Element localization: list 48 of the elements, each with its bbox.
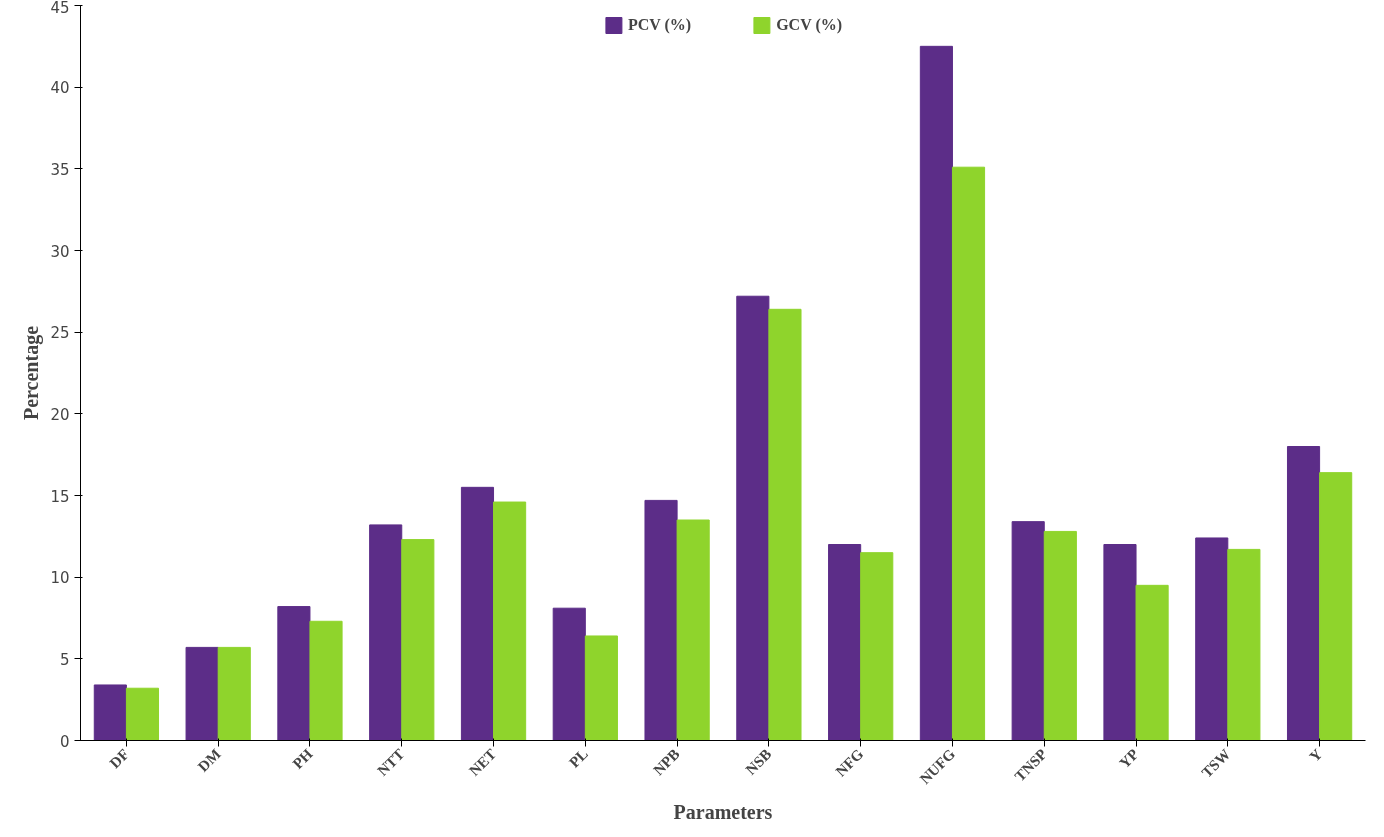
y-tick-label: 40 [50, 79, 70, 98]
bar [93, 684, 127, 741]
x-tick-label: YP [1116, 745, 1142, 772]
y-tick-label: 45 [50, 0, 70, 17]
y-tick-label: 30 [50, 242, 70, 261]
bar [736, 295, 770, 741]
bar [369, 524, 403, 741]
bar [309, 620, 343, 741]
bar [768, 308, 802, 741]
bar [493, 501, 527, 741]
x-tick-label: Y [1306, 745, 1326, 765]
bar [125, 687, 160, 741]
y-tick-label: 5 [59, 650, 70, 669]
bar [1286, 446, 1321, 741]
bar [1043, 530, 1077, 741]
bar [1103, 544, 1137, 741]
bar [401, 539, 435, 741]
bar [860, 552, 894, 741]
y-tick-label: 35 [50, 160, 70, 179]
bar [185, 646, 219, 741]
bar [1319, 472, 1353, 741]
x-tick-label: DM [194, 745, 224, 775]
bar [919, 45, 953, 741]
x-axis-title: Parameters [673, 800, 773, 823]
y-tick-label: 10 [50, 569, 70, 588]
bar [676, 519, 710, 741]
y-tick-label: 20 [50, 405, 70, 424]
bar [644, 499, 678, 741]
bar [1135, 584, 1169, 741]
bar [951, 166, 986, 741]
bar [1195, 537, 1229, 741]
bar [460, 486, 495, 741]
bar [217, 646, 251, 741]
y-tick-label: 25 [50, 324, 70, 343]
x-tick-label: DF [106, 745, 133, 772]
bar [584, 635, 618, 741]
y-axis-title: Percentage [20, 325, 44, 421]
bar [1227, 548, 1261, 741]
bar [277, 606, 311, 741]
bar [552, 607, 586, 741]
legend-label: GCV (%) [776, 16, 843, 34]
y-tick-label: 15 [50, 487, 70, 506]
bar [828, 544, 862, 741]
y-tick-label: 0 [59, 732, 70, 751]
legend-label: PCV (%) [627, 16, 692, 34]
x-tick-label: PL [566, 745, 591, 771]
x-tick-label: PH [289, 745, 316, 772]
bar [1011, 521, 1045, 741]
